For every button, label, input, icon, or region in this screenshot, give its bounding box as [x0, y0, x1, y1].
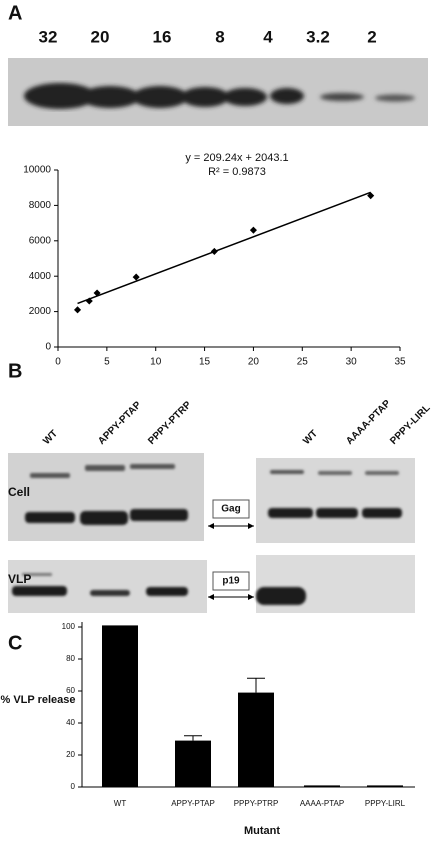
lane-label: WT: [41, 428, 60, 447]
x-tick-label: 10: [150, 357, 162, 368]
blot-a: [8, 58, 428, 126]
x-axis-label: Mutant: [244, 825, 280, 837]
x-tick-label: 20: [248, 357, 260, 368]
x-tick-label: PPPY-LIRL: [365, 799, 406, 808]
panel-label: A: [8, 2, 22, 24]
x-tick-label: 35: [394, 357, 406, 368]
marker-label: p19: [222, 576, 240, 587]
lane-label: PPPY-PTRP: [146, 399, 194, 447]
y-tick-label: 6000: [29, 235, 52, 246]
x-tick-label: PPPY-PTRP: [234, 799, 279, 808]
point: [74, 306, 82, 314]
y-tick-label: 80: [66, 654, 75, 663]
y-axis-label: % VLP release: [0, 694, 75, 706]
panel-label: B: [8, 360, 22, 382]
blot-b: [8, 453, 415, 613]
point: [367, 192, 375, 200]
lane-label: 20: [91, 27, 110, 46]
panel-label: C: [8, 632, 22, 654]
y-tick-label: 100: [62, 622, 76, 631]
point: [132, 273, 140, 281]
x-tick-label: WT: [114, 799, 127, 808]
x-tick-label: 25: [297, 357, 309, 368]
y-tick-label: 60: [66, 686, 75, 695]
trendline-label: y = 209.24x + 2043.1: [185, 152, 288, 164]
x-tick-label: AAAA-PTAP: [300, 799, 344, 808]
lane-label: 4: [263, 27, 273, 46]
y-tick-label: 10000: [23, 165, 51, 176]
lane-label: APPY-PTAP: [96, 399, 144, 447]
lane-label: 8: [215, 27, 224, 46]
point: [93, 289, 101, 297]
bar: [102, 625, 138, 787]
trendline: [77, 191, 371, 305]
y-tick-label: 8000: [29, 200, 52, 211]
y-tick-label: 0: [45, 342, 51, 353]
y-tick-label: 2000: [29, 306, 52, 317]
bar: [238, 692, 274, 787]
error-bar: [184, 735, 202, 741]
x-tick-label: 15: [199, 357, 211, 368]
lane-label: 16: [153, 27, 172, 46]
y-tick-label: 40: [66, 718, 75, 727]
bar: [175, 740, 211, 787]
bar: [304, 785, 340, 787]
y-tick-label: 0: [71, 782, 76, 791]
r2-label: R² = 0.9873: [208, 166, 266, 178]
x-tick-label: 0: [55, 357, 61, 368]
lane-label: PPPY-LIRL: [388, 403, 432, 447]
y-tick-label: 20: [66, 750, 75, 759]
marker-label: Gag: [221, 504, 240, 515]
error-bar: [247, 677, 265, 693]
x-tick-label: 5: [104, 357, 110, 368]
lane-label: WT: [301, 428, 320, 447]
lane-label: 32: [39, 27, 58, 46]
lane-label: 2: [367, 27, 376, 46]
row-label: Cell: [8, 485, 30, 499]
point: [85, 297, 93, 305]
bar: [367, 785, 403, 787]
lane-label: 3.2: [306, 27, 330, 46]
point: [249, 226, 257, 234]
x-tick-label: APPY-PTAP: [171, 799, 215, 808]
x-tick-label: 30: [346, 357, 358, 368]
row-label: VLP: [8, 572, 31, 586]
lane-label: AAAA-PTAP: [344, 398, 393, 447]
point: [210, 247, 218, 255]
y-tick-label: 4000: [29, 271, 52, 282]
